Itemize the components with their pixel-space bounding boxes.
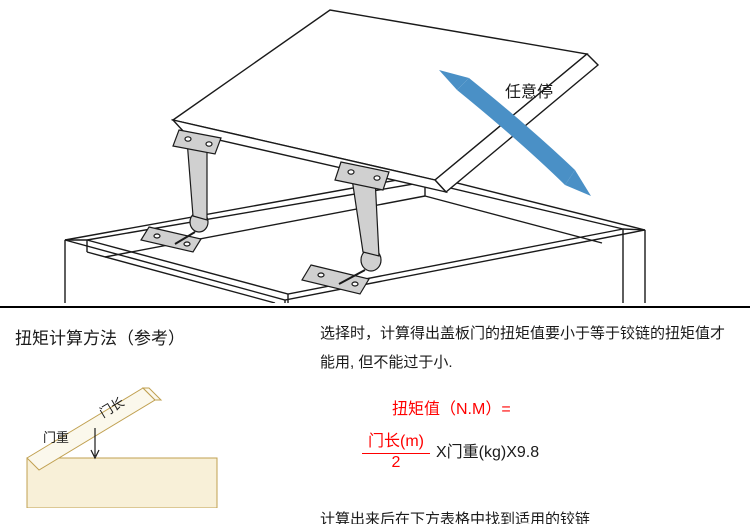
formula-lhs: 扭矩值（N.M）= (362, 395, 539, 419)
hinge-box-diagram (25, 0, 665, 303)
door-dimension-diagram: 门长 门重 (15, 358, 245, 508)
formula-tail: X门重(kg)X9.8 (436, 438, 539, 462)
section-divider (0, 306, 750, 308)
formula-numerator: 门长(m) (362, 427, 430, 454)
selection-instruction: 选择时，计算得出盖板门的扭矩值要小于等于铰链的扭矩值才能用, 但不能过于小. (320, 320, 730, 377)
any-stop-label: 任意停 (505, 78, 553, 102)
torque-formula: 扭矩值（N.M）= 门长(m) 2 X门重(kg)X9.8 (362, 395, 539, 472)
door-weight-label: 门重 (43, 430, 69, 445)
result-instruction: 计算出来后在下方表格中找到适用的铰链 (320, 508, 730, 524)
torque-method-title: 扭矩计算方法（参考） (15, 324, 185, 349)
formula-denominator: 2 (362, 454, 430, 472)
